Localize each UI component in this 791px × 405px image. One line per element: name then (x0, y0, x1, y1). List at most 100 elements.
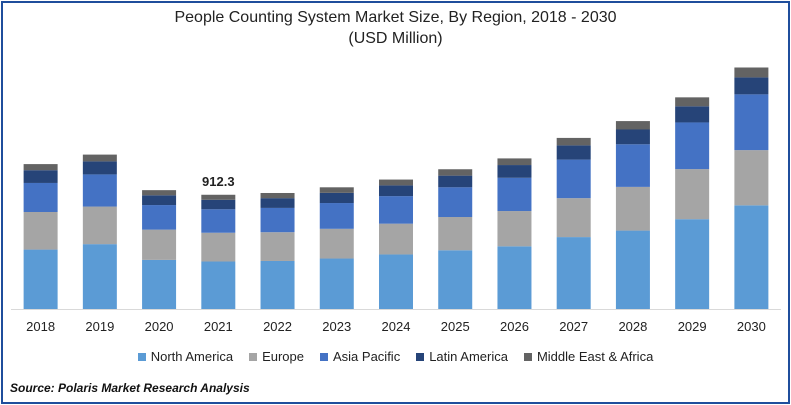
legend-label-latin-america: Latin America (429, 349, 508, 364)
data-label-2021: 912.3 (202, 174, 235, 189)
bar-asia-pacific-2029 (675, 122, 710, 170)
bar-latin-america-2025 (438, 175, 473, 188)
bar-asia-pacific-2020 (142, 205, 177, 230)
bar-north-america-2027 (556, 237, 591, 309)
x-tick-label-2029: 2029 (678, 319, 707, 334)
x-tick-label-2020: 2020 (145, 319, 174, 334)
x-tick-label-2030: 2030 (737, 319, 766, 334)
legend-label-north-america: North America (150, 349, 234, 364)
source-note: Source: Polaris Market Research Analysis (10, 381, 250, 395)
legend-swatch-middle-east-africa (523, 352, 532, 361)
bar-europe-2028 (615, 186, 650, 231)
x-tick-label-2026: 2026 (500, 319, 529, 334)
legend-swatch-latin-america (416, 352, 425, 361)
bar-europe-2022 (260, 232, 295, 261)
x-tick-label-2019: 2019 (85, 319, 114, 334)
bar-europe-2019 (82, 206, 117, 245)
bar-europe-2029 (675, 169, 710, 220)
bar-north-america-2026 (497, 246, 532, 309)
bar-asia-pacific-2026 (497, 177, 532, 212)
chart-title-block: People Counting System Market Size, By R… (0, 7, 791, 49)
bar-north-america-2020 (142, 259, 177, 309)
bar-latin-america-2018 (23, 170, 58, 183)
bar-latin-america-2029 (675, 106, 710, 123)
x-tick-label-2022: 2022 (263, 319, 292, 334)
legend-item-north-america: North America (137, 349, 234, 364)
bar-asia-pacific-2030 (734, 94, 769, 151)
bar-europe-2018 (23, 211, 58, 250)
x-tick-label-2027: 2027 (559, 319, 588, 334)
bar-north-america-2022 (260, 260, 295, 309)
bar-europe-2030 (734, 150, 769, 206)
bar-north-america-2025 (438, 250, 473, 309)
bar-asia-pacific-2022 (260, 207, 295, 233)
legend: North America Europe Asia Pacific Latin Ame… (0, 349, 791, 364)
bar-latin-america-2028 (615, 129, 650, 145)
bar-middle-east-africa-2027 (556, 137, 591, 146)
bar-asia-pacific-2027 (556, 159, 591, 199)
bar-north-america-2023 (319, 258, 354, 309)
legend-item-latin-america: Latin America (416, 349, 508, 364)
bar-latin-america-2024 (379, 185, 413, 197)
bar-latin-america-2027 (556, 145, 591, 160)
bar-europe-2025 (438, 217, 473, 251)
bar-europe-2023 (319, 228, 354, 259)
bar-middle-east-africa-2028 (615, 121, 650, 130)
chart-title: People Counting System Market Size, By R… (174, 9, 617, 26)
bar-latin-america-2023 (319, 192, 354, 204)
bar-asia-pacific-2025 (438, 187, 473, 218)
bar-middle-east-africa-2021 (201, 194, 236, 200)
legend-item-asia-pacific: Asia Pacific (320, 349, 400, 364)
bar-latin-america-2022 (260, 198, 295, 208)
bar-asia-pacific-2028 (615, 144, 650, 187)
x-tick-label-2028: 2028 (618, 319, 647, 334)
legend-item-middle-east-africa: Middle East & Africa (523, 349, 654, 364)
chart-subtitle: (USD Million) (348, 30, 443, 47)
x-tick-label-2025: 2025 (441, 319, 470, 334)
bar-asia-pacific-2019 (82, 174, 117, 207)
bar-middle-east-africa-2022 (260, 192, 295, 199)
bar-europe-2021 (201, 232, 236, 262)
legend-swatch-europe (249, 352, 258, 361)
bar-latin-america-2026 (497, 165, 532, 178)
x-tick-label-2021: 2021 (204, 319, 233, 334)
bar-latin-america-2020 (142, 195, 177, 206)
bar-north-america-2030 (734, 205, 769, 309)
bar-north-america-2021 (201, 261, 236, 309)
legend-item-europe: Europe (249, 349, 304, 364)
legend-label-asia-pacific: Asia Pacific (333, 349, 401, 364)
legend-swatch-north-america (137, 352, 146, 361)
bar-asia-pacific-2023 (319, 203, 354, 229)
bar-middle-east-africa-2025 (438, 169, 473, 176)
bar-asia-pacific-2018 (23, 182, 58, 212)
legend-label-europe: Europe (262, 349, 304, 364)
bar-north-america-2029 (675, 219, 710, 309)
bar-north-america-2018 (23, 249, 58, 309)
bar-north-america-2028 (615, 230, 650, 309)
legend-swatch-asia-pacific (320, 352, 328, 361)
bar-middle-east-africa-2029 (675, 97, 710, 107)
bar-north-america-2024 (379, 254, 413, 309)
bar-middle-east-africa-2023 (319, 187, 354, 193)
x-tick-label-2023: 2023 (322, 319, 351, 334)
bar-north-america-2019 (82, 244, 117, 309)
bar-asia-pacific-2024 (379, 196, 413, 224)
bar-europe-2020 (142, 229, 177, 260)
bar-latin-america-2030 (734, 77, 769, 95)
bar-europe-2026 (497, 211, 532, 247)
bar-latin-america-2019 (82, 161, 117, 175)
bar-middle-east-africa-2030 (734, 67, 769, 78)
bar-latin-america-2021 (201, 199, 236, 210)
x-tick-label-2024: 2024 (382, 319, 411, 334)
bar-middle-east-africa-2019 (82, 154, 117, 162)
bar-europe-2024 (379, 223, 413, 255)
bar-asia-pacific-2021 (201, 209, 236, 233)
bar-europe-2027 (556, 198, 591, 238)
legend-label-middle-east-africa: Middle East & Africa (536, 349, 654, 364)
bar-middle-east-africa-2018 (23, 164, 58, 171)
x-tick-label-2018: 2018 (26, 319, 55, 334)
bar-middle-east-africa-2026 (497, 158, 532, 166)
bar-middle-east-africa-2020 (142, 190, 177, 196)
bar-middle-east-africa-2024 (379, 179, 413, 186)
